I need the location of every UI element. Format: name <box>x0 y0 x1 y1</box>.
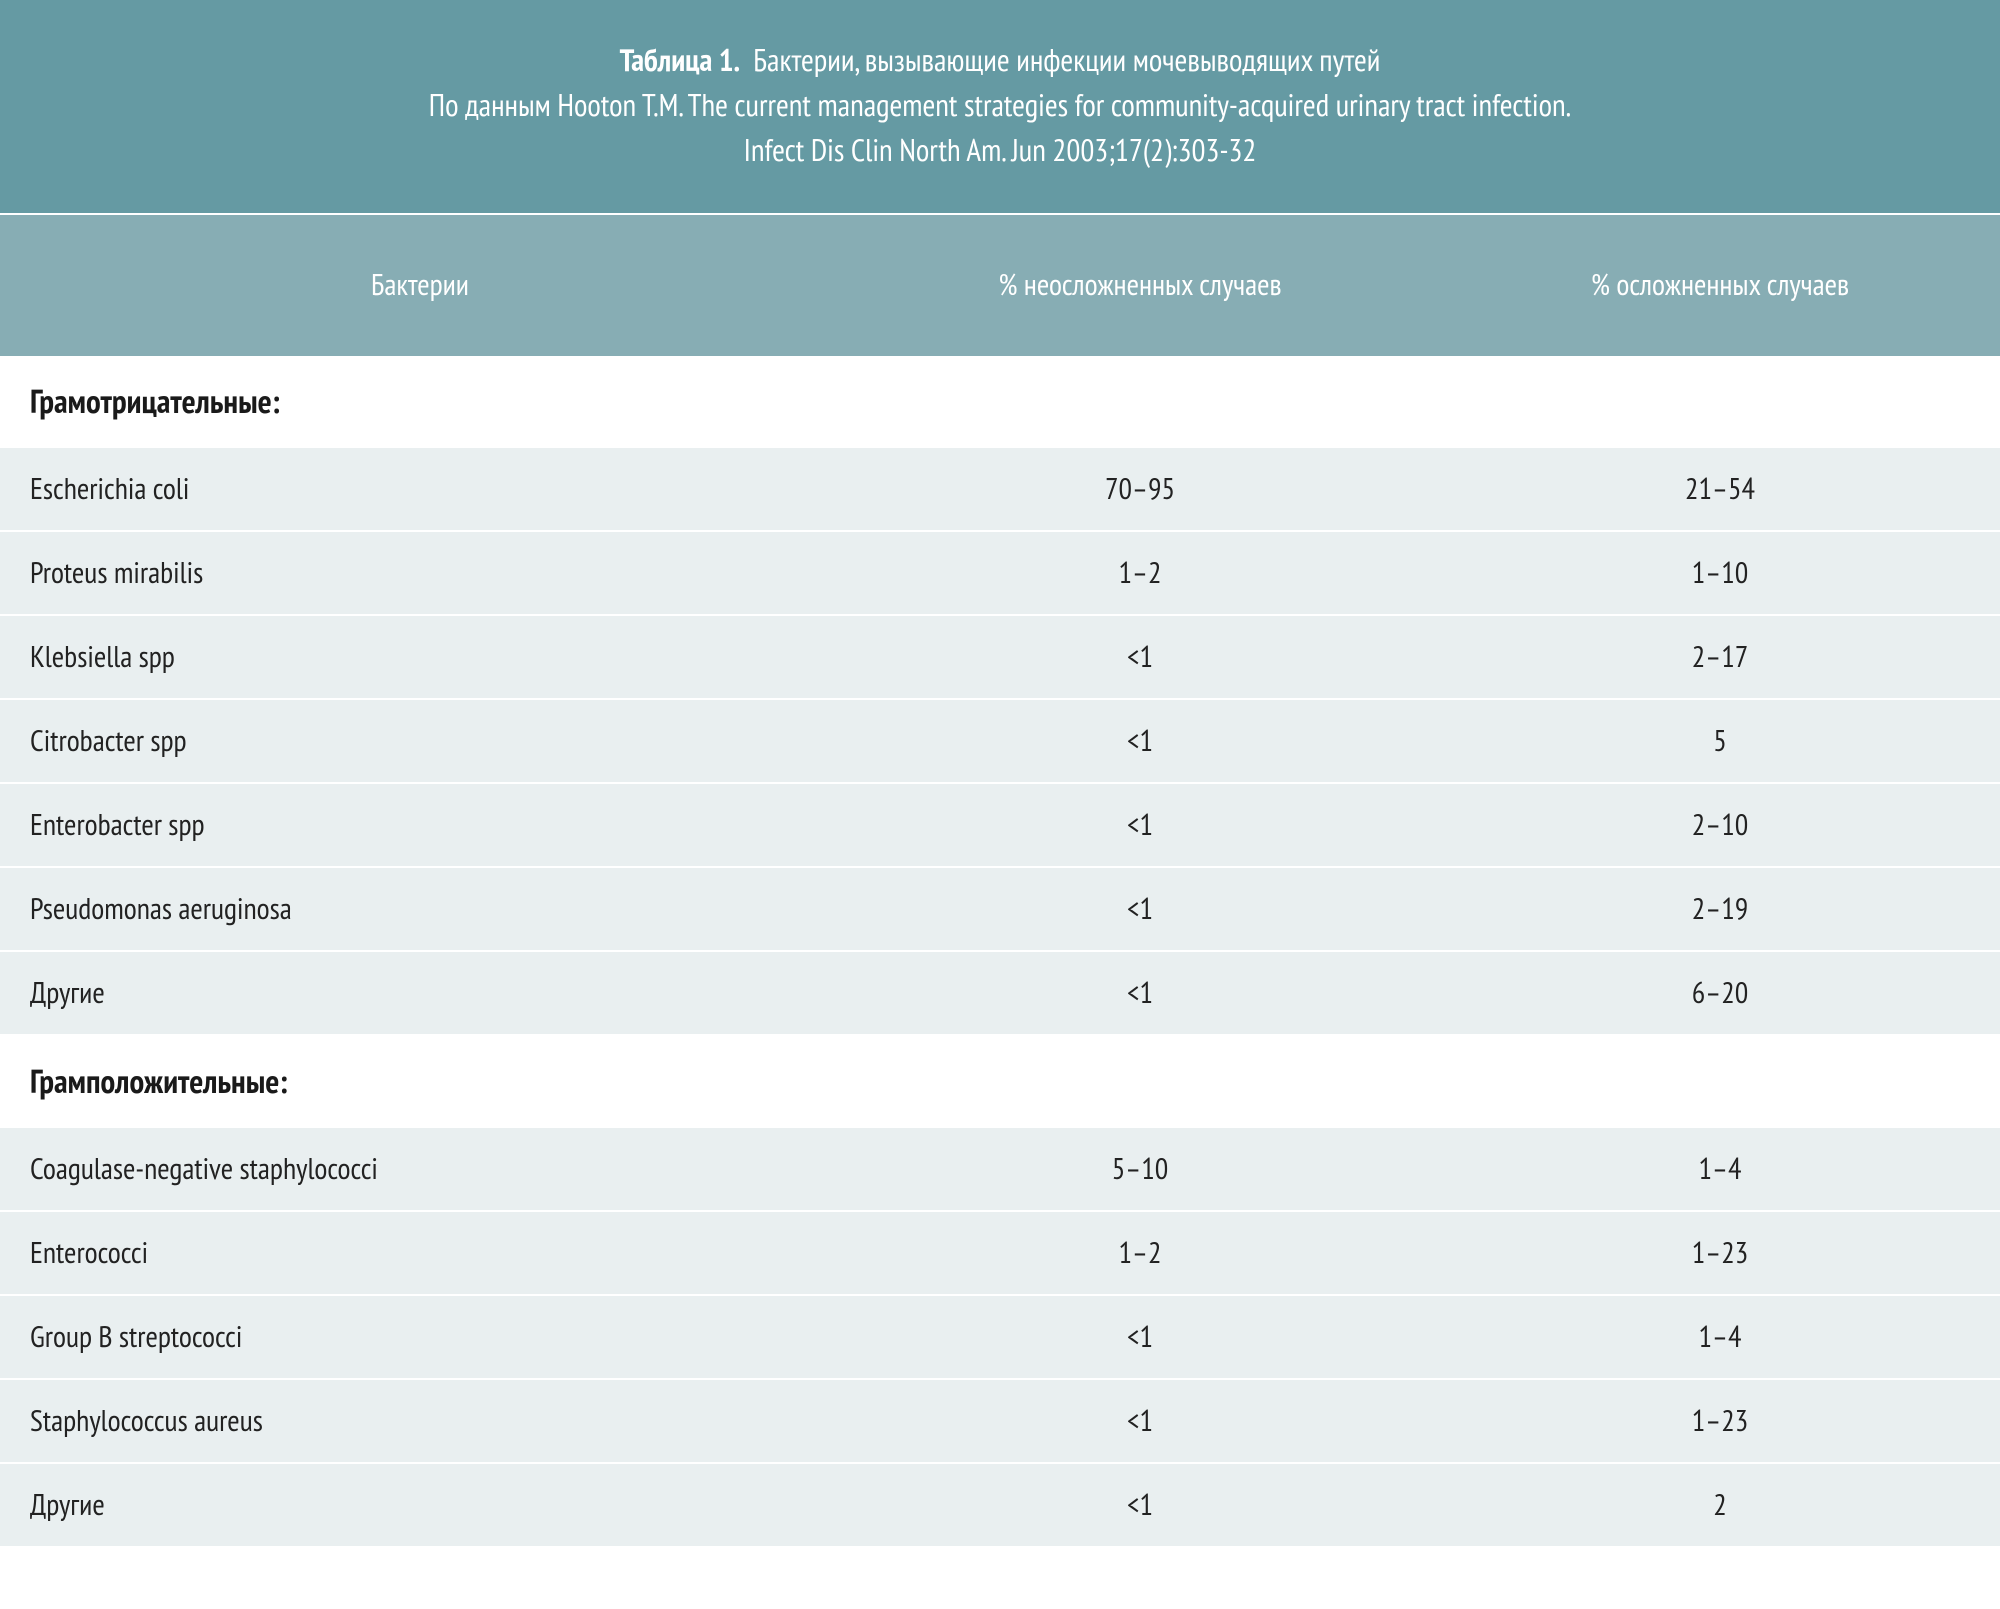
section-heading: Грамотрицательные: <box>0 380 840 423</box>
cell-uncomplicated: <1 <box>840 973 1440 1012</box>
section-heading-row: Грамположительные: <box>0 1036 2000 1128</box>
cell-uncomplicated: <1 <box>840 637 1440 676</box>
cell-uncomplicated: 1–2 <box>840 553 1440 592</box>
col-header-uncomplicated: % неосложненных случаев <box>840 265 1440 304</box>
cell-bacteria-name: Coagulase-negative staphylococci <box>0 1149 840 1188</box>
table-row: Pseudomonas aeruginosa<12–19 <box>0 868 2000 952</box>
column-header-row: Бактерии % неосложненных случаев % ослож… <box>0 215 2000 356</box>
cell-complicated: 1–10 <box>1440 553 2000 592</box>
cell-complicated: 2–19 <box>1440 889 2000 928</box>
cell-complicated: 1–23 <box>1440 1233 2000 1272</box>
cell-complicated: 2 <box>1440 1485 2000 1524</box>
title-line3: Infect Dis Clin North Am. Jun 2003;17(2)… <box>40 128 1960 173</box>
cell-bacteria-name: Group B streptococci <box>0 1317 840 1356</box>
cell-complicated: 6–20 <box>1440 973 2000 1012</box>
cell-complicated: 2–10 <box>1440 805 2000 844</box>
col-header-bacteria: Бактерии <box>0 265 840 304</box>
table-row: Escherichia coli70–9521–54 <box>0 448 2000 532</box>
cell-bacteria-name: Pseudomonas aeruginosa <box>0 889 840 928</box>
cell-uncomplicated: <1 <box>840 1401 1440 1440</box>
cell-uncomplicated: <1 <box>840 805 1440 844</box>
table-title-block: Таблица 1. Бактерии, вызывающие инфекции… <box>0 0 2000 215</box>
cell-uncomplicated: <1 <box>840 1317 1440 1356</box>
cell-complicated: 1–4 <box>1440 1317 2000 1356</box>
cell-complicated: 2–17 <box>1440 637 2000 676</box>
cell-bacteria-name: Staphylococcus aureus <box>0 1401 840 1440</box>
table-row: Другие<12 <box>0 1464 2000 1548</box>
col-header-complicated: % осложненных случаев <box>1440 265 2000 304</box>
table-row: Klebsiella spp<12–17 <box>0 616 2000 700</box>
cell-complicated: 5 <box>1440 721 2000 760</box>
cell-complicated: 21–54 <box>1440 469 2000 508</box>
section-heading-row: Грамотрицательные: <box>0 356 2000 448</box>
cell-bacteria-name: Другие <box>0 1485 840 1524</box>
cell-uncomplicated: 70–95 <box>840 469 1440 508</box>
cell-bacteria-name: Proteus mirabilis <box>0 553 840 592</box>
cell-bacteria-name: Другие <box>0 973 840 1012</box>
cell-complicated: 1–23 <box>1440 1401 2000 1440</box>
table-row: Group B streptococci<11–4 <box>0 1296 2000 1380</box>
cell-uncomplicated: <1 <box>840 1485 1440 1524</box>
table-row: Proteus mirabilis1–21–10 <box>0 532 2000 616</box>
cell-uncomplicated: <1 <box>840 889 1440 928</box>
section-heading: Грамположительные: <box>0 1060 840 1103</box>
cell-bacteria-name: Enterobacter spp <box>0 805 840 844</box>
cell-bacteria-name: Enterococci <box>0 1233 840 1272</box>
cell-uncomplicated: <1 <box>840 721 1440 760</box>
title-line2: По данным Hooton T.M. The current manage… <box>40 83 1960 128</box>
table-row: Citrobacter spp<15 <box>0 700 2000 784</box>
cell-bacteria-name: Escherichia coli <box>0 469 840 508</box>
cell-uncomplicated: 5–10 <box>840 1149 1440 1188</box>
table-row: Staphylococcus aureus<11–23 <box>0 1380 2000 1464</box>
cell-bacteria-name: Citrobacter spp <box>0 721 840 760</box>
table-row: Enterococci1–21–23 <box>0 1212 2000 1296</box>
table-label: Таблица 1. <box>620 39 741 80</box>
table-body: Грамотрицательные:Escherichia coli70–952… <box>0 356 2000 1548</box>
cell-bacteria-name: Klebsiella spp <box>0 637 840 676</box>
cell-uncomplicated: 1–2 <box>840 1233 1440 1272</box>
table-row: Другие<16–20 <box>0 952 2000 1036</box>
title-line1: Бактерии, вызывающие инфекции мочевыводя… <box>753 39 1380 80</box>
table-row: Enterobacter spp<12–10 <box>0 784 2000 868</box>
cell-complicated: 1–4 <box>1440 1149 2000 1188</box>
table-row: Coagulase-negative staphylococci5–101–4 <box>0 1128 2000 1212</box>
